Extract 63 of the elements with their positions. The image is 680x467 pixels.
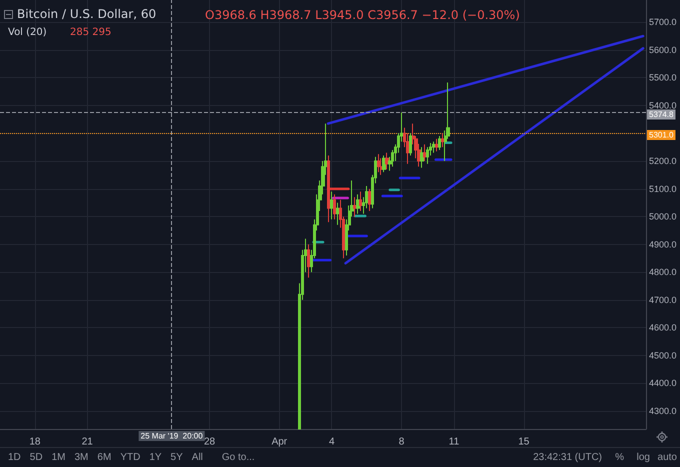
x-tick-label: 8 bbox=[398, 436, 405, 448]
y-tick-label: 5700.0 bbox=[649, 17, 677, 28]
ref-line-label: 5374.8 bbox=[649, 110, 674, 120]
text: 5D bbox=[30, 452, 43, 463]
text: 6M bbox=[97, 452, 112, 463]
candlestick bbox=[353, 196, 357, 218]
y-tick-label: 4700.0 bbox=[649, 294, 677, 305]
x-tick-label: 15 bbox=[518, 436, 530, 448]
text: 23:42:31 (UTC) bbox=[533, 452, 602, 463]
y-tick-label: 4300.0 bbox=[649, 406, 677, 416]
y-tick-label: 5200.0 bbox=[649, 156, 677, 166]
text: log bbox=[636, 452, 650, 463]
candlestick bbox=[432, 141, 435, 154]
candlestick bbox=[385, 152, 389, 170]
candlestick bbox=[409, 132, 412, 156]
candlestick bbox=[426, 146, 429, 164]
annotation: Vol (20) bbox=[8, 27, 47, 38]
y-tick-label: 4900.0 bbox=[649, 239, 677, 250]
candlestick bbox=[330, 191, 333, 220]
y-tick-label: 5400.0 bbox=[649, 100, 677, 111]
candlestick bbox=[356, 194, 360, 214]
x-tick-label: 18 bbox=[29, 436, 41, 448]
x-tick-label: 4 bbox=[328, 436, 335, 448]
text: auto bbox=[658, 452, 677, 463]
candlestick bbox=[420, 146, 424, 168]
y-tick-label: 4500.0 bbox=[649, 350, 677, 360]
ref-line-label: 5301.0 bbox=[649, 130, 674, 140]
text: 1D bbox=[8, 452, 21, 463]
candlestick bbox=[441, 132, 444, 148]
text: 3M bbox=[74, 452, 88, 463]
text: All bbox=[192, 452, 203, 463]
y-tick-label: 5100.0 bbox=[649, 184, 677, 194]
y-tick-label: 5600.0 bbox=[649, 44, 677, 55]
candlestick bbox=[435, 138, 438, 152]
candlestick bbox=[423, 144, 426, 162]
annotation: O3968.6 H3968.7 L3945.0 C3956.7 −12.0 (−0.30%) bbox=[205, 8, 520, 22]
y-tick-label: 4800.0 bbox=[649, 267, 677, 278]
text: Go to... bbox=[222, 452, 255, 463]
candlestick bbox=[438, 136, 441, 150]
y-tick-label: 5000.0 bbox=[649, 212, 677, 222]
text: % bbox=[615, 452, 624, 463]
candlestick bbox=[377, 154, 380, 173]
annotation: 285 295 bbox=[70, 27, 112, 38]
text: 1M bbox=[52, 452, 66, 463]
ref-line-label: 25 Mar '19 20:00 bbox=[140, 432, 204, 440]
x-tick-label: 28 bbox=[204, 436, 216, 448]
candlestick bbox=[333, 194, 336, 220]
x-tick-label: Apr bbox=[272, 436, 288, 448]
x-tick-label: 11 bbox=[448, 436, 460, 448]
y-tick-label: 4400.0 bbox=[649, 378, 677, 388]
text: 5Y bbox=[170, 452, 183, 463]
y-tick-label: 4600.0 bbox=[649, 322, 677, 333]
y-tick-label: 5500.0 bbox=[649, 72, 677, 83]
x-tick-label: 21 bbox=[82, 436, 94, 448]
candlestick bbox=[380, 158, 383, 176]
candlestick bbox=[368, 188, 371, 212]
text: YTD bbox=[120, 452, 140, 463]
text: Bitcoin / U.S. Dollar, 60 bbox=[17, 7, 156, 21]
text: 1Y bbox=[149, 452, 162, 463]
candlestick bbox=[359, 191, 362, 212]
candlestick bbox=[382, 154, 386, 173]
candlestick bbox=[336, 202, 339, 226]
candlestick bbox=[307, 244, 310, 278]
